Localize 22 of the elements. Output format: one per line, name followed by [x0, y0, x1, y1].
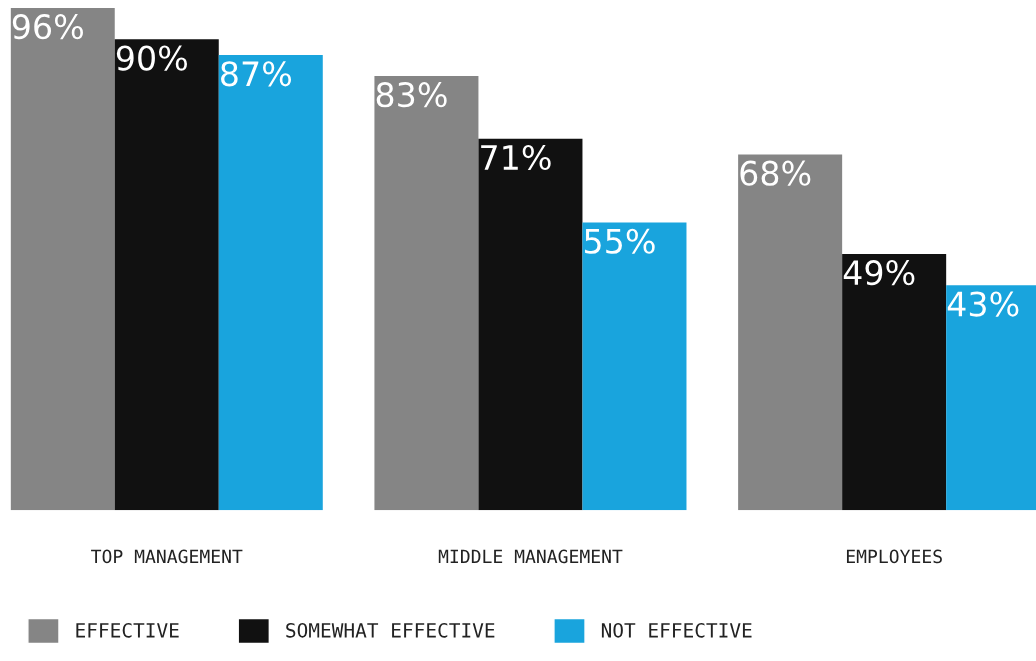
data-label: 83%	[376, 82, 447, 108]
data-label: 43%	[947, 291, 1019, 317]
legend-label: NOT EFFECTIVE	[601, 622, 752, 638]
legend-label: SOMEWHAT EFFECTIVE	[286, 622, 495, 638]
data-label: 68%	[740, 160, 811, 186]
bar	[114, 39, 219, 511]
bar	[218, 55, 323, 511]
x-tick-label: EMPLOYEES	[846, 549, 942, 564]
data-label: 96%	[12, 14, 83, 40]
x-tick-label: TOP MANAGEMENT	[91, 549, 243, 564]
data-label: 87%	[221, 61, 292, 87]
data-label: 90%	[116, 45, 187, 71]
bar	[10, 7, 115, 511]
bar	[582, 222, 687, 511]
data-label: 55%	[585, 228, 655, 254]
bar	[738, 154, 843, 511]
legend-label: EFFECTIVE	[76, 622, 179, 638]
bar	[374, 75, 479, 511]
data-label: 71%	[481, 144, 551, 171]
x-tick-label: MIDDLE MANAGEMENT	[438, 549, 623, 564]
bar	[478, 138, 583, 511]
data-label: 49%	[843, 260, 915, 286]
